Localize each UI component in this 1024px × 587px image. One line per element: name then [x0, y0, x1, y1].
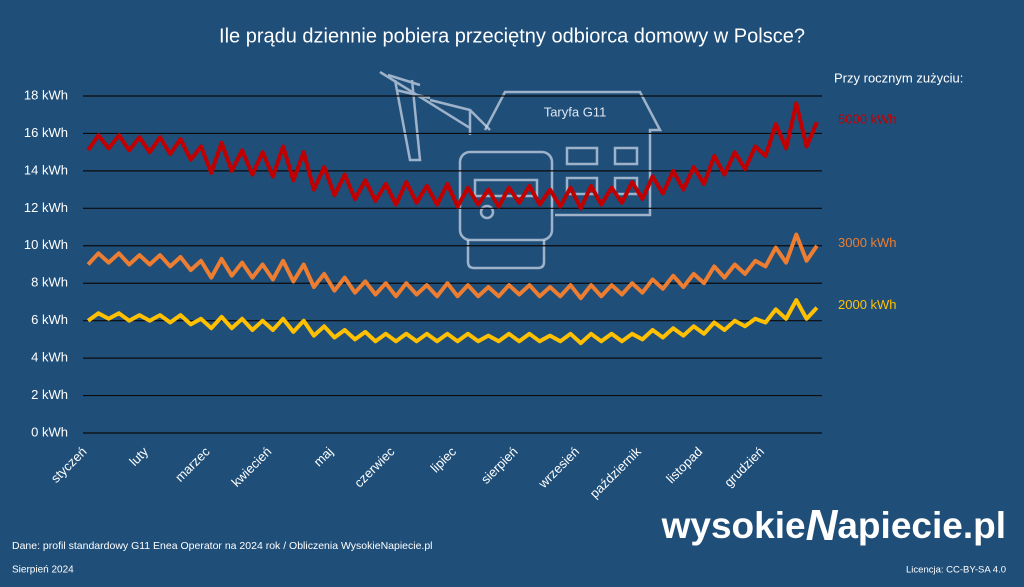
series-line — [86, 101, 819, 211]
y-tick-label: 4 kWh — [31, 350, 68, 365]
y-tick-label: 12 kWh — [24, 200, 68, 215]
y-tick-label: 14 kWh — [24, 162, 68, 177]
legend-label: 2000 kWh — [838, 297, 897, 312]
date-note: Sierpień 2024 — [12, 565, 74, 576]
series-line — [86, 232, 819, 301]
logo-part: apiecie.pl — [837, 505, 1006, 546]
logo: wysokieNapiecie.pl — [661, 501, 1006, 550]
source-note: Dane: profil standardowy G11 Enea Operat… — [12, 540, 433, 552]
logo-part: wysokie — [661, 505, 806, 546]
logo-part: N — [806, 501, 839, 550]
license-note: Licencja: CC-BY-SA 4.0 — [906, 565, 1006, 576]
illustration: Taryfa G11 — [379, 70, 663, 270]
chart-title: Ile prądu dziennie pobiera przeciętny od… — [219, 25, 805, 47]
y-tick-label: 10 kWh — [24, 237, 68, 252]
y-tick-label: 8 kWh — [31, 275, 68, 290]
y-tick-label: 18 kWh — [24, 87, 68, 102]
y-tick-label: 6 kWh — [31, 312, 68, 327]
legend-label: 3000 kWh — [838, 235, 897, 250]
legend-title: Przy rocznym zużyciu: — [834, 70, 963, 85]
y-tick-label: 2 kWh — [31, 387, 68, 402]
series-line — [86, 298, 819, 346]
y-tick-label: 0 kWh — [31, 424, 68, 439]
legend-label: 5000 kWh — [838, 112, 897, 127]
illustration-label: Taryfa G11 — [544, 104, 607, 119]
y-tick-label: 16 kWh — [24, 125, 68, 140]
